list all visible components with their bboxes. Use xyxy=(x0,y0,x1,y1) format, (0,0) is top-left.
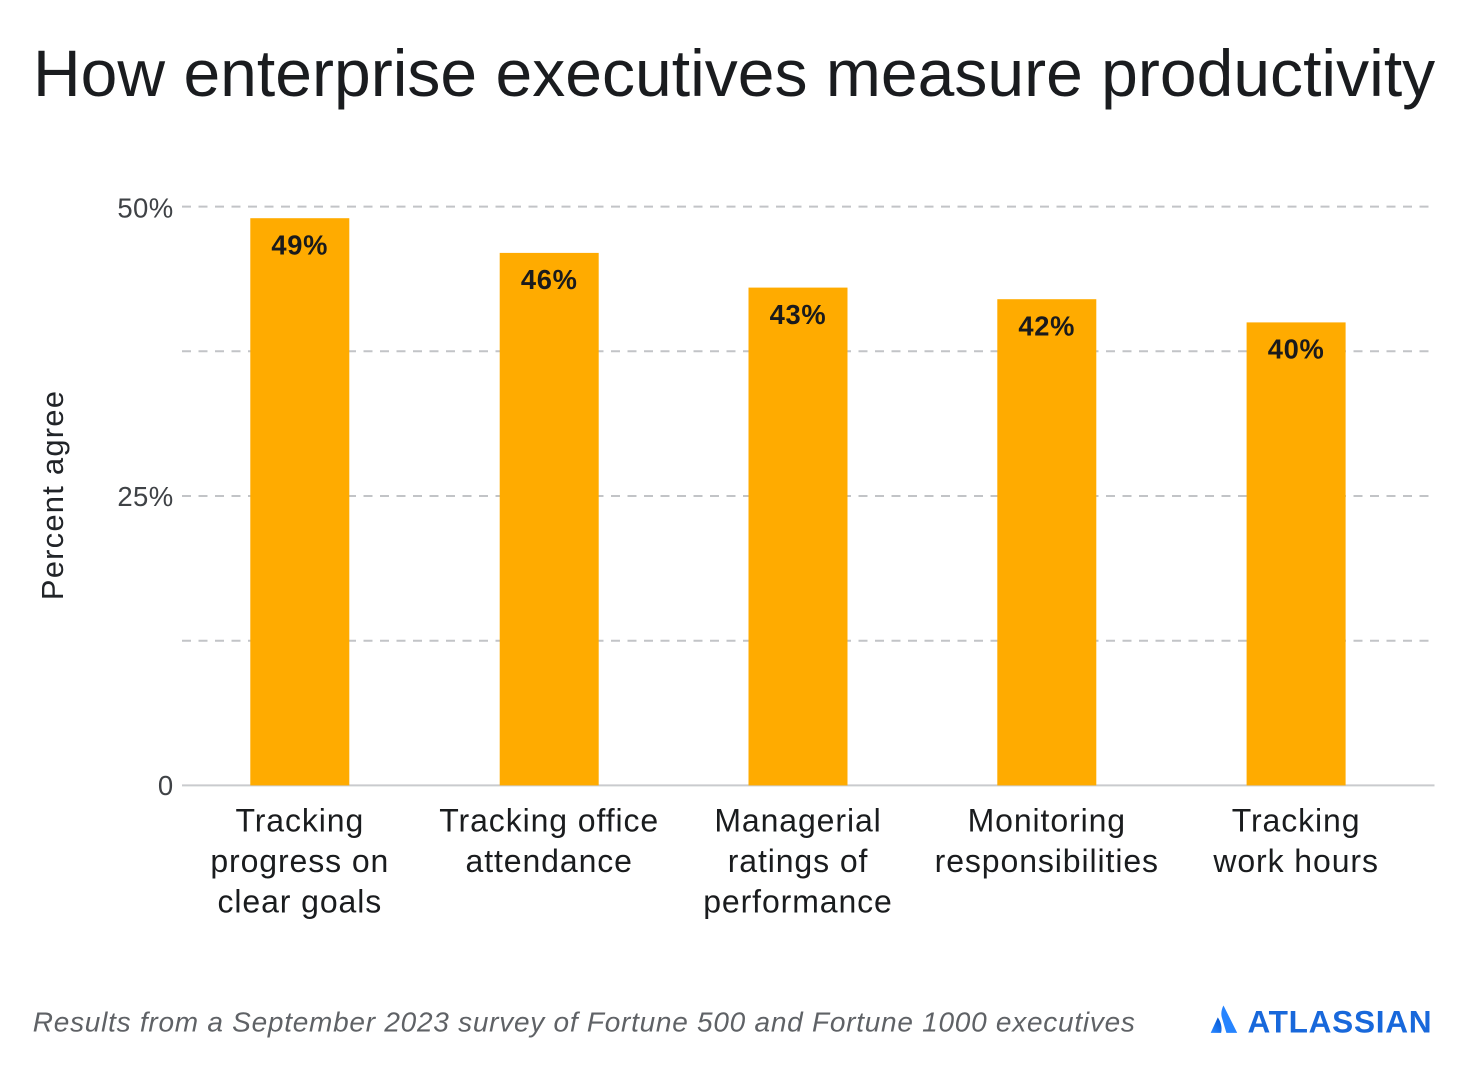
svg-text:43%: 43% xyxy=(770,299,827,330)
svg-text:work hours: work hours xyxy=(1212,843,1379,879)
svg-text:attendance: attendance xyxy=(466,843,633,879)
svg-text:ATLASSIAN: ATLASSIAN xyxy=(1248,1004,1433,1040)
svg-text:Managerial: Managerial xyxy=(714,803,881,839)
svg-text:0: 0 xyxy=(158,770,174,801)
svg-text:46%: 46% xyxy=(521,264,578,295)
svg-text:Tracking: Tracking xyxy=(1232,803,1361,839)
svg-text:Percent agree: Percent agree xyxy=(35,390,70,600)
svg-text:Tracking: Tracking xyxy=(235,803,364,839)
svg-text:progress on: progress on xyxy=(210,843,389,879)
svg-text:responsibilities: responsibilities xyxy=(935,843,1159,879)
svg-text:Results from a September 2023: Results from a September 2023 survey of … xyxy=(33,1006,1136,1037)
svg-text:40%: 40% xyxy=(1268,334,1325,365)
svg-text:ratings of: ratings of xyxy=(728,843,869,879)
svg-text:How enterprise executives meas: How enterprise executives measure produc… xyxy=(33,36,1435,110)
svg-text:49%: 49% xyxy=(271,230,328,261)
svg-text:42%: 42% xyxy=(1018,311,1075,342)
svg-text:50%: 50% xyxy=(117,193,173,224)
svg-text:25%: 25% xyxy=(117,481,173,512)
svg-text:Monitoring: Monitoring xyxy=(968,803,1126,839)
svg-text:performance: performance xyxy=(703,884,893,920)
svg-text:clear goals: clear goals xyxy=(217,884,382,920)
svg-text:Tracking office: Tracking office xyxy=(439,803,659,839)
